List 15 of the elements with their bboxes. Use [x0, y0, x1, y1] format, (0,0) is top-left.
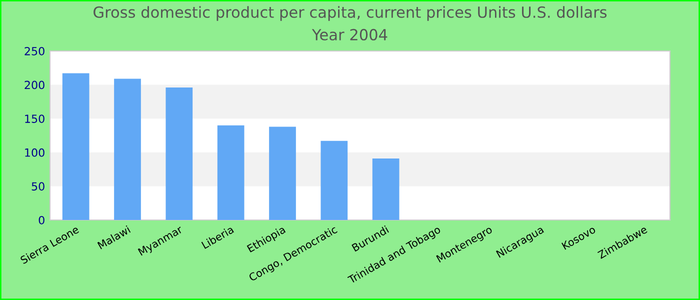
- y-tick-label: 0: [38, 216, 44, 224]
- bar: [114, 78, 141, 220]
- bar: [217, 125, 244, 220]
- bar: [269, 126, 296, 220]
- bar: [62, 73, 90, 220]
- y-tick-label: 150: [25, 114, 44, 123]
- y-tick-label: 50: [32, 182, 44, 191]
- bar: [372, 158, 400, 220]
- y-tick-label: 200: [24, 80, 44, 90]
- y-tick-label: 250: [24, 46, 44, 56]
- bar: [166, 88, 193, 220]
- y-tick-label: 100: [25, 148, 44, 157]
- chart-subtitle: Year 2004: [312, 28, 388, 40]
- bar: [320, 140, 348, 220]
- chart-title: Gross domestic product per capita, current prices Units U.S. dollars: [94, 6, 607, 21]
